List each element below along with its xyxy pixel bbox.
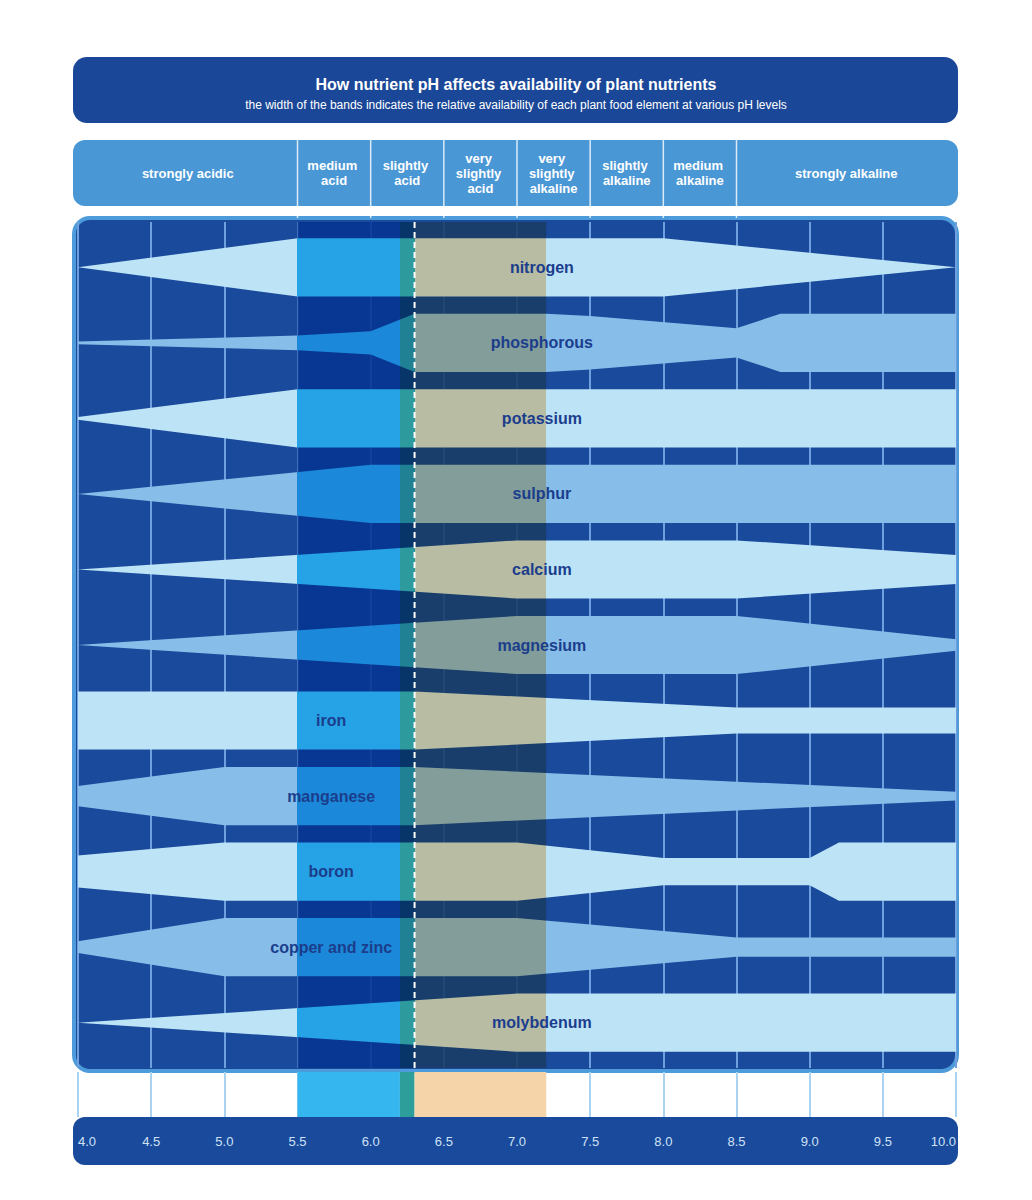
svg-text:alkaline: alkaline	[603, 173, 651, 188]
svg-text:strongly acidic: strongly acidic	[142, 166, 234, 181]
svg-text:8.0: 8.0	[654, 1134, 672, 1149]
svg-text:How nutrient pH affects availa: How nutrient pH affects availability of …	[316, 76, 717, 93]
svg-text:7.0: 7.0	[508, 1134, 526, 1149]
svg-text:sulphur: sulphur	[513, 485, 572, 502]
svg-text:alkaline: alkaline	[530, 181, 578, 196]
svg-text:magnesium: magnesium	[497, 637, 586, 654]
svg-text:9.0: 9.0	[801, 1134, 819, 1149]
svg-text:potassium: potassium	[502, 410, 582, 427]
svg-text:4.0: 4.0	[78, 1134, 96, 1149]
svg-text:acid: acid	[394, 173, 420, 188]
svg-text:nitrogen: nitrogen	[510, 259, 574, 276]
svg-text:the width of the bands indicat: the width of the bands indicates the rel…	[245, 98, 787, 112]
svg-text:slightly: slightly	[456, 166, 505, 181]
svg-text:4.5: 4.5	[142, 1134, 160, 1149]
svg-text:9.5: 9.5	[874, 1134, 892, 1149]
svg-text:6.0: 6.0	[362, 1134, 380, 1149]
svg-text:10.0: 10.0	[931, 1134, 956, 1149]
svg-text:manganese: manganese	[287, 788, 375, 805]
svg-text:strongly alkaline: strongly alkaline	[795, 166, 898, 181]
svg-text:slightly: slightly	[383, 158, 432, 173]
svg-text:alkaline: alkaline	[676, 173, 724, 188]
svg-text:6.5: 6.5	[435, 1134, 453, 1149]
svg-text:iron: iron	[316, 712, 346, 729]
svg-text:phosphorous: phosphorous	[491, 334, 593, 351]
svg-text:medium: medium	[307, 158, 360, 173]
svg-text:slightly: slightly	[529, 166, 578, 181]
svg-text:medium: medium	[673, 158, 726, 173]
svg-text:7.5: 7.5	[581, 1134, 599, 1149]
svg-text:boron: boron	[308, 863, 353, 880]
svg-text:slightly: slightly	[602, 158, 651, 173]
svg-text:5.5: 5.5	[288, 1134, 306, 1149]
svg-text:8.5: 8.5	[727, 1134, 745, 1149]
svg-text:acid: acid	[321, 173, 347, 188]
svg-text:5.0: 5.0	[215, 1134, 233, 1149]
svg-text:very: very	[538, 151, 568, 166]
svg-text:calcium: calcium	[512, 561, 572, 578]
svg-text:very: very	[465, 151, 495, 166]
svg-text:molybdenum: molybdenum	[492, 1014, 592, 1031]
svg-text:acid: acid	[467, 181, 493, 196]
svg-text:copper and zinc: copper and zinc	[270, 939, 392, 956]
